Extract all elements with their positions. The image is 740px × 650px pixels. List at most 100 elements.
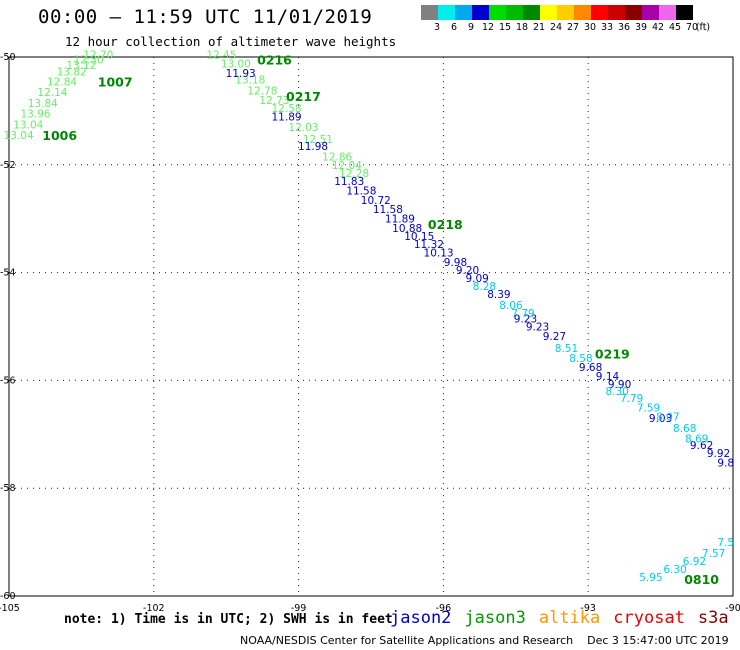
lon-tick-label: -102: [143, 603, 165, 614]
swh-value-label: 12.04: [332, 160, 362, 172]
swh-value-label: 9.68: [579, 362, 602, 374]
swh-value-label: 8.30: [605, 386, 628, 398]
swh-value-label: 13.84: [28, 98, 58, 110]
legend-swatch: [506, 5, 523, 20]
legend-swatch: [642, 5, 659, 20]
swh-value-label: 10.15: [404, 231, 434, 243]
pass-label: 1006: [42, 128, 77, 143]
swh-value-label: 10.13: [424, 248, 454, 260]
legend-label: 6: [450, 22, 458, 33]
swh-value-label: 9.62: [690, 440, 713, 452]
swh-value-label: 7.79: [620, 393, 643, 405]
legend-swatch: [421, 5, 438, 20]
swh-value-label: 12.14: [37, 87, 67, 99]
swh-value-label: 11.58: [373, 204, 403, 216]
legend-swatch: [676, 5, 693, 20]
legend-swatch: [557, 5, 574, 20]
swh-value-label: 11.98: [298, 141, 328, 153]
legend-label: 42: [651, 22, 665, 33]
swh-value-label: 10.88: [392, 223, 422, 235]
legend-label: 3: [433, 22, 441, 33]
swh-value-label: 11.89: [272, 111, 302, 123]
swh-value-label: 7.79: [511, 308, 534, 320]
legend-swatch: [574, 5, 591, 20]
swh-value-label: 12.51: [303, 134, 333, 146]
legend-label: 36: [617, 22, 631, 33]
pass-label: 0219: [595, 346, 630, 361]
legend-label: 18: [515, 22, 529, 33]
pass-label: 1007: [98, 74, 133, 89]
swh-value-label: 6.92: [683, 556, 706, 568]
legend-label: 15: [498, 22, 512, 33]
swh-value-label: 12.73: [259, 95, 289, 107]
swh-value-label: 12.03: [288, 122, 318, 134]
legend-swatch: [608, 5, 625, 20]
swh-value-label: 8.58: [569, 353, 592, 365]
swh-value-label: 12.30: [74, 55, 104, 67]
swh-value-label: 9.20: [456, 265, 479, 277]
lat-tick-label: -52: [0, 160, 16, 171]
swh-value-label: 10.72: [361, 195, 391, 207]
legend-swatch: [472, 5, 489, 20]
lat-tick-label: -50: [0, 52, 16, 63]
lon-tick-label: -105: [0, 603, 20, 614]
swh-value-label: 7.59: [637, 402, 660, 414]
swh-value-label: 7.57: [702, 548, 725, 560]
swh-value-label: 12.28: [339, 168, 369, 180]
swh-value-label: 12.84: [47, 76, 77, 88]
legend-label: 12: [481, 22, 495, 33]
legend-swatch: [659, 5, 676, 20]
swh-value-label: 12.58: [272, 103, 302, 115]
swh-value-label: 9.92: [707, 448, 730, 460]
swh-value-label: 13.18: [235, 75, 265, 87]
map-frame: [8, 56, 734, 597]
legend-label: 27: [566, 22, 580, 33]
satellite-cryosat-label: cryosat: [613, 608, 685, 628]
swh-value-label: 11.89: [385, 214, 415, 226]
lon-tick-label: -93: [580, 603, 596, 614]
swh-value-label: 9.09: [465, 273, 488, 285]
legend-swatch: [455, 5, 472, 20]
swh-value-label: 12.86: [322, 152, 352, 164]
legend-swatch: [438, 5, 455, 20]
satellite-altika-label: altika: [538, 608, 601, 628]
swh-value-label: 8.28: [473, 281, 496, 293]
swh-value-label: 13.04: [13, 119, 43, 131]
swh-value-label: 9.14: [596, 371, 620, 383]
lat-tick-label: -60: [0, 591, 16, 602]
swh-value-label: 8.51: [555, 343, 578, 355]
swh-value-label: 9.23: [526, 322, 549, 334]
satellite-legend: jason2 jason3 altika cryosat s3a: [390, 608, 740, 628]
swh-value-label: 9.98: [444, 257, 467, 269]
swh-value-label: 13.82: [57, 67, 87, 79]
legend-label: 24: [549, 22, 563, 33]
swh-value-label: 13.04: [4, 130, 34, 142]
legend-label: 39: [634, 22, 648, 33]
swh-value-label: 12.45: [206, 49, 236, 61]
credit-text: NOAA/NESDIS Center for Satellite Applica…: [240, 634, 574, 647]
legend-swatch: [523, 5, 540, 20]
swh-value-label: 13.12: [66, 60, 96, 72]
legend-label: 9: [467, 22, 475, 33]
swh-value-label: 8.69: [685, 434, 708, 446]
swh-value-label: 11.93: [226, 68, 256, 80]
swh-value-label: 12.70: [83, 49, 113, 61]
lon-tick-label: -99: [291, 603, 307, 614]
legend-label: 70: [685, 22, 699, 33]
credit-line: NOAA/NESDIS Center for Satellite Applica…: [240, 634, 729, 647]
legend-swatch: [540, 5, 557, 20]
satellite-jason3-label: jason3: [464, 608, 526, 628]
swh-value-label: 9.23: [514, 313, 537, 325]
swh-value-label: 8.07: [656, 412, 679, 424]
page-subtitle: 12 hour collection of altimeter wave hei…: [65, 34, 397, 49]
swh-value-label: 11.58: [346, 186, 376, 198]
satellite-s3a-label: s3a: [697, 608, 729, 628]
legend-label: 33: [600, 22, 614, 33]
swh-value-label: 7.5: [717, 537, 734, 549]
lon-tick-label: -96: [436, 603, 452, 614]
pass-label: 0216: [257, 53, 292, 68]
swh-value-label: 8.06: [499, 300, 523, 312]
lat-tick-label: -58: [0, 483, 16, 494]
legend-swatch: [591, 5, 608, 20]
